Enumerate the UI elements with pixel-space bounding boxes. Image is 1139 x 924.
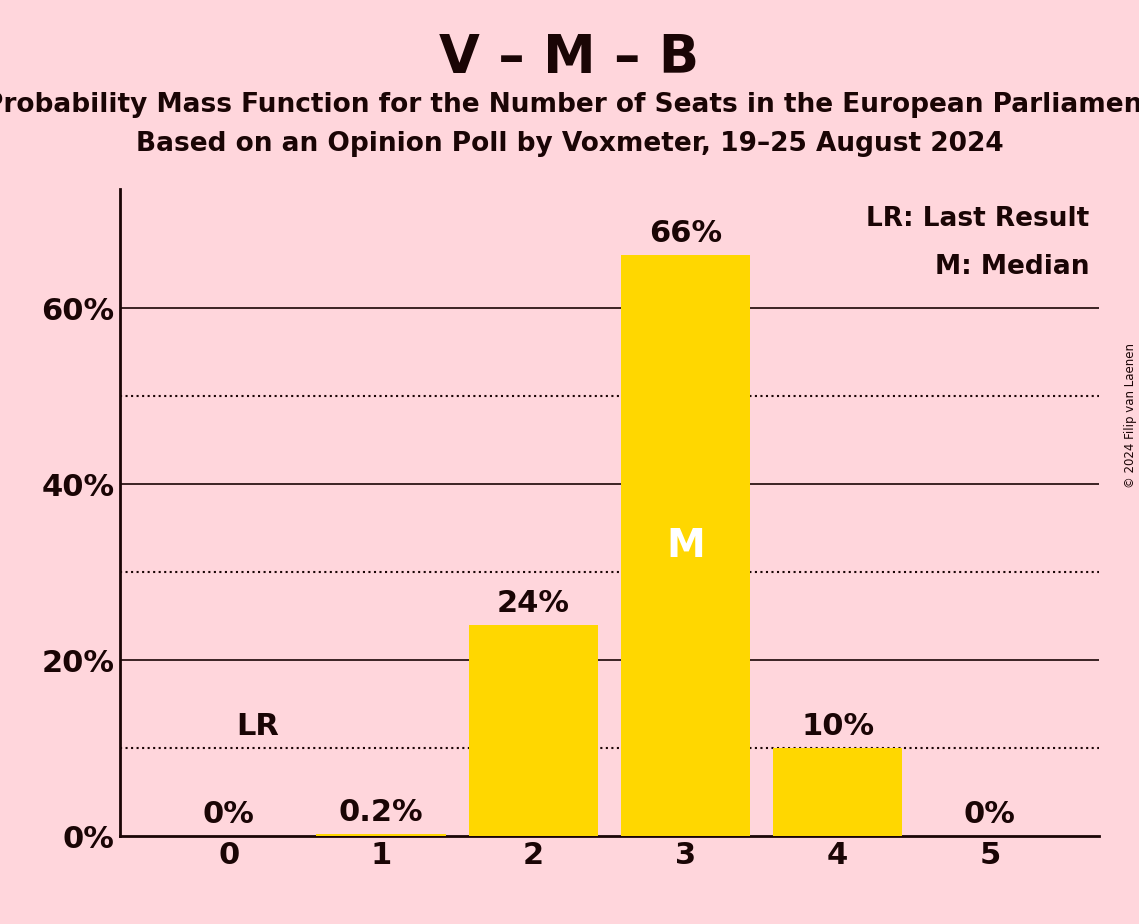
Text: LR: Last Result: LR: Last Result: [866, 206, 1089, 232]
Text: M: M: [666, 527, 705, 565]
Text: 10%: 10%: [801, 712, 875, 741]
Text: 0%: 0%: [964, 800, 1016, 829]
Text: V – M – B: V – M – B: [440, 32, 699, 84]
Text: 66%: 66%: [649, 219, 722, 249]
Bar: [621, 255, 751, 836]
Text: 0.2%: 0.2%: [338, 798, 424, 827]
Text: Based on an Opinion Poll by Voxmeter, 19–25 August 2024: Based on an Opinion Poll by Voxmeter, 19…: [136, 131, 1003, 157]
Bar: [773, 748, 902, 836]
Text: © 2024 Filip van Laenen: © 2024 Filip van Laenen: [1124, 344, 1137, 488]
Text: 24%: 24%: [497, 589, 570, 618]
Text: LR: LR: [236, 712, 279, 741]
Text: 0%: 0%: [203, 800, 255, 829]
Text: M: Median: M: Median: [935, 254, 1089, 280]
Text: Probability Mass Function for the Number of Seats in the European Parliament: Probability Mass Function for the Number…: [0, 92, 1139, 118]
Bar: [317, 834, 445, 836]
Bar: [468, 625, 598, 836]
